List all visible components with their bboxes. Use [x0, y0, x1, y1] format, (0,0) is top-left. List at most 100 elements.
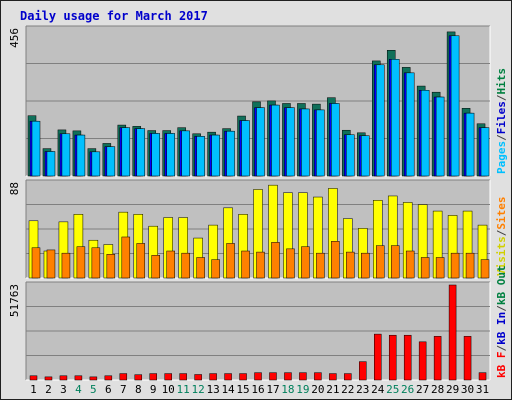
bar-sites-day-8 — [136, 243, 146, 279]
bar-pages-day-15 — [241, 120, 250, 177]
y-max-label: 456 — [8, 28, 21, 48]
bar-sites-day-23 — [361, 252, 370, 279]
legend: kB F/kB In/kB Out — [495, 265, 508, 378]
x-tick-label-day-12: 12 — [192, 383, 205, 396]
bar-kbf-day-2 — [44, 376, 53, 381]
legend-entry: / — [495, 345, 508, 352]
bar-kbf-day-28 — [433, 336, 442, 381]
bar-kbf-day-25 — [388, 334, 397, 381]
legend-entry: kB F — [495, 352, 508, 379]
bar-pages-day-21 — [331, 103, 340, 177]
legend-entry: Pages — [495, 141, 508, 174]
bar-sites-day-11 — [181, 252, 190, 279]
x-tick-label-day-3: 3 — [60, 383, 67, 396]
bar-pages-day-22 — [346, 134, 355, 177]
bar-sites-day-17 — [271, 242, 280, 279]
bar-pages-day-8 — [136, 128, 146, 177]
bar-pages-day-4 — [76, 134, 86, 177]
bar-pages-day-18 — [286, 107, 295, 177]
x-tick-label-day-27: 27 — [416, 383, 429, 396]
bar-sites-day-29 — [450, 252, 460, 279]
x-tick-label-day-11: 11 — [177, 383, 190, 396]
bar-sites-day-1 — [31, 247, 41, 279]
x-tick-label-day-17: 17 — [266, 383, 279, 396]
legend-entry: / — [495, 94, 508, 101]
bar-kbf-day-8 — [134, 374, 143, 381]
x-tick-label-day-10: 10 — [162, 383, 175, 396]
bar-sites-day-24 — [376, 245, 385, 279]
legend-entry: / — [495, 305, 508, 312]
bar-sites-day-18 — [286, 248, 295, 279]
bar-sites-day-4 — [76, 246, 86, 279]
bar-sites-day-6 — [106, 254, 116, 279]
bar-kbf-day-26 — [403, 334, 412, 381]
x-tick-label-day-1: 1 — [30, 383, 37, 396]
legend-entry: Hits — [495, 68, 508, 95]
bar-kbf-day-30 — [463, 336, 472, 381]
bar-sites-day-2 — [46, 249, 56, 279]
bar-kbf-day-6 — [104, 375, 113, 381]
x-tick-label-day-2: 2 — [45, 383, 52, 396]
x-tick-label-day-7: 7 — [120, 383, 127, 396]
bar-pages-day-2 — [46, 151, 56, 177]
x-tick-label-day-30: 30 — [461, 383, 474, 396]
x-tick-label-day-24: 24 — [371, 383, 385, 396]
bar-kbf-day-1 — [29, 375, 38, 381]
x-tick-label-day-16: 16 — [251, 383, 264, 396]
bar-pages-day-20 — [316, 109, 325, 177]
x-tick-label-day-22: 22 — [341, 383, 354, 396]
x-tick-label-day-15: 15 — [236, 383, 249, 396]
bar-pages-day-3 — [61, 133, 71, 177]
y-max-label: 88 — [8, 182, 21, 195]
bar-kbf-day-3 — [59, 375, 68, 381]
x-tick-label-day-21: 21 — [326, 383, 339, 396]
bar-kbf-day-16 — [254, 372, 262, 381]
bar-pages-day-23 — [361, 135, 370, 177]
x-tick-label-day-14: 14 — [221, 383, 235, 396]
legend-entry: Sites — [495, 197, 508, 230]
chart-panels: 456Pages/Files/Hits88Visits/Sites51763kB… — [8, 25, 508, 381]
bar-pages-day-11 — [181, 130, 190, 177]
bar-sites-day-3 — [61, 252, 71, 279]
bar-kbf-day-11 — [179, 373, 187, 381]
legend-entry: Files — [495, 101, 508, 134]
bar-kbf-day-29 — [448, 284, 457, 381]
legend-entry: / — [495, 134, 508, 141]
bar-kbf-day-22 — [344, 373, 352, 381]
bar-kbf-day-7 — [119, 373, 128, 381]
bar-sites-day-15 — [241, 250, 250, 279]
legend-entry: kB Out — [495, 265, 508, 305]
bar-sites-day-27 — [420, 257, 430, 279]
bar-pages-day-19 — [301, 108, 310, 177]
bar-kbf-day-9 — [149, 373, 157, 381]
bar-sites-day-28 — [435, 257, 445, 279]
bar-pages-day-28 — [435, 96, 445, 177]
bar-kbf-day-10 — [164, 373, 172, 381]
bar-sites-day-22 — [346, 251, 355, 279]
x-tick-label-day-8: 8 — [135, 383, 142, 396]
legend-entry: / — [495, 229, 508, 236]
bar-kbf-day-17 — [269, 372, 277, 381]
bar-sites-day-25 — [390, 245, 400, 279]
x-tick-label-day-4: 4 — [75, 383, 82, 396]
x-tick-label-day-19: 19 — [296, 383, 309, 396]
bar-kbf-day-23 — [359, 361, 367, 381]
chart-title: Daily usage for March 2017 — [20, 9, 208, 23]
bar-pages-day-16 — [256, 107, 265, 177]
bar-sites-day-21 — [331, 241, 340, 279]
bar-sites-day-7 — [121, 236, 131, 279]
bar-kbf-day-12 — [194, 374, 202, 381]
x-tick-label-day-9: 9 — [150, 383, 157, 396]
bar-sites-day-19 — [301, 246, 310, 279]
bar-sites-day-5 — [91, 247, 101, 279]
bar-sites-day-26 — [405, 250, 415, 279]
x-tick-label-day-26: 26 — [401, 383, 414, 396]
bar-pages-day-27 — [420, 90, 430, 177]
bar-kbf-day-15 — [239, 373, 247, 381]
bar-pages-day-29 — [450, 35, 460, 177]
bar-kbf-day-5 — [89, 376, 98, 381]
bar-pages-day-7 — [121, 127, 131, 177]
bar-sites-day-31 — [480, 259, 490, 279]
